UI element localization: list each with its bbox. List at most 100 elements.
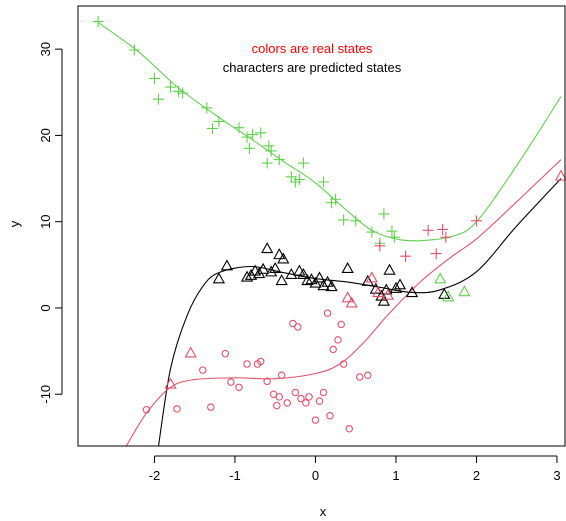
plot-frame	[77, 5, 566, 447]
data-point-plus	[273, 154, 285, 166]
data-point-circle	[323, 309, 332, 317]
data-point-triangle	[381, 288, 395, 300]
data-point-triangle	[321, 275, 334, 287]
data-point-circle	[235, 383, 243, 392]
data-point-triangle	[442, 290, 455, 302]
data-point-plus	[400, 250, 412, 262]
data-point-plus	[247, 129, 259, 141]
data-point-triangle	[313, 271, 326, 283]
data-point-circle	[289, 319, 297, 328]
data-point-triangle	[438, 287, 451, 299]
data-point-plus	[263, 140, 275, 152]
annotation-predicted-states: characters are predicted states	[223, 60, 402, 75]
data-point-plus	[165, 81, 177, 93]
data-point-triangle	[434, 272, 447, 284]
data-point-circle	[345, 424, 354, 433]
data-point-circle	[334, 336, 342, 344]
data-point-triangle	[285, 267, 298, 280]
curves-layer	[97, 21, 562, 446]
data-point-circle	[329, 345, 337, 354]
data-point-triangle	[345, 296, 358, 308]
data-point-circle	[227, 378, 235, 386]
data-point-plus	[422, 224, 434, 236]
data-point-triangle	[164, 377, 177, 389]
data-point-triangle	[275, 274, 288, 286]
data-point-plus	[261, 157, 273, 169]
data-point-circle	[283, 399, 292, 407]
data-point-plus	[265, 145, 277, 157]
fit-curve-black	[157, 178, 562, 446]
data-point-circle	[311, 416, 320, 424]
data-point-plus	[92, 16, 104, 28]
data-point-plus	[255, 127, 267, 139]
data-point-circle	[273, 401, 281, 410]
x-tick-label: -2	[149, 468, 161, 483]
data-point-circle	[199, 366, 207, 374]
data-point-plus	[366, 226, 378, 238]
data-point-circle	[207, 403, 215, 411]
data-point-triangle	[372, 286, 385, 298]
data-point-triangle	[297, 267, 310, 280]
fit-curve-red	[125, 159, 562, 446]
data-point-plus	[148, 72, 160, 84]
data-point-circle	[364, 371, 372, 380]
data-point-plus	[350, 215, 362, 227]
data-point-circle	[275, 393, 283, 401]
data-point-circle	[302, 399, 310, 407]
data-point-plus	[241, 131, 253, 143]
data-point-triangle	[405, 286, 419, 298]
data-point-plus	[293, 173, 305, 185]
data-point-circle	[277, 371, 286, 380]
data-point-triangle	[184, 346, 197, 358]
data-point-plus	[440, 231, 452, 243]
y-tick-label: 10	[38, 214, 53, 228]
x-tick-label: 0	[312, 468, 319, 483]
data-point-plus	[128, 44, 140, 56]
data-point-triangle	[273, 248, 286, 260]
data-point-triangle	[261, 242, 274, 254]
data-point-triangle	[265, 265, 278, 277]
data-point-circle	[256, 357, 265, 366]
data-point-plus	[378, 208, 390, 220]
y-tick-label: -10	[38, 385, 53, 404]
data-point-circle	[221, 349, 230, 358]
data-point-triangle	[365, 271, 378, 283]
data-point-triangle	[301, 274, 314, 286]
data-point-circle	[305, 393, 313, 401]
x-tick-label: 3	[553, 468, 560, 483]
y-tick-label: 20	[38, 128, 53, 142]
data-point-plus	[437, 223, 449, 235]
data-point-triangle	[377, 294, 391, 306]
data-point-circle	[326, 412, 334, 420]
data-point-circle	[319, 388, 328, 397]
data-point-triangle	[305, 273, 318, 285]
data-point-plus	[470, 215, 482, 227]
data-point-plus	[297, 157, 309, 169]
data-point-plus	[318, 176, 330, 188]
data-point-plus	[330, 193, 342, 205]
data-point-triangle	[269, 261, 282, 273]
data-point-circle	[355, 373, 364, 381]
data-point-triangle	[317, 279, 330, 291]
data-point-plus	[152, 93, 164, 105]
data-point-triangle	[212, 272, 226, 284]
data-point-plus	[206, 123, 218, 135]
data-point-triangle	[257, 262, 270, 274]
data-point-triangle	[389, 281, 403, 293]
data-point-triangle	[293, 264, 306, 276]
y-tick-label: 30	[38, 42, 53, 56]
data-point-plus	[338, 214, 350, 226]
data-point-circle	[173, 405, 181, 413]
data-point-circle	[142, 406, 151, 414]
y-tick-label: 0	[38, 304, 53, 311]
data-point-circle	[263, 377, 271, 386]
points-layer	[92, 16, 566, 433]
data-point-plus	[374, 240, 386, 252]
x-axis-title: x	[320, 504, 327, 519]
data-point-plus	[213, 116, 225, 128]
data-point-plus	[386, 225, 398, 237]
data-point-triangle	[361, 274, 374, 286]
data-point-plus	[233, 122, 245, 134]
